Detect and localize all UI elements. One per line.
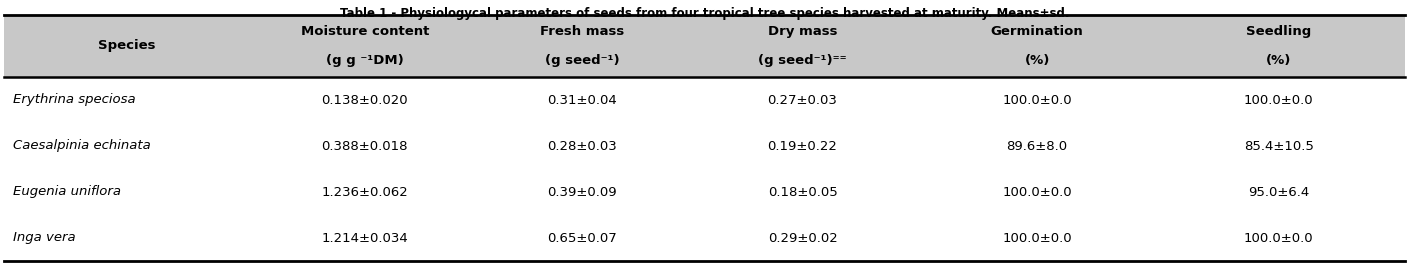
Text: 0.138±0.020: 0.138±0.020	[321, 93, 409, 107]
Text: 95.0±6.4: 95.0±6.4	[1248, 186, 1309, 198]
Text: 0.27±0.03: 0.27±0.03	[768, 93, 837, 107]
Text: (g seed⁻¹)⁼⁼: (g seed⁻¹)⁼⁼	[758, 54, 847, 67]
Text: 100.0±0.0: 100.0±0.0	[1002, 231, 1072, 245]
Text: Germination: Germination	[991, 25, 1084, 38]
Text: Moisture content: Moisture content	[300, 25, 430, 38]
Text: 0.19±0.22: 0.19±0.22	[768, 139, 837, 152]
Text: (g seed⁻¹): (g seed⁻¹)	[545, 54, 620, 67]
Text: Seedling: Seedling	[1246, 25, 1312, 38]
Text: Eugenia uniflora: Eugenia uniflora	[13, 186, 121, 198]
Text: Table 1 - Physiologycal parameters of seeds from four tropical tree species harv: Table 1 - Physiologycal parameters of se…	[340, 7, 1069, 20]
Text: 0.65±0.07: 0.65±0.07	[547, 231, 617, 245]
Text: 89.6±8.0: 89.6±8.0	[1006, 139, 1068, 152]
Text: 1.236±0.062: 1.236±0.062	[321, 186, 409, 198]
Text: (g g ⁻¹DM): (g g ⁻¹DM)	[325, 54, 404, 67]
Bar	[4, 15, 1405, 77]
Text: 0.388±0.018: 0.388±0.018	[321, 139, 409, 152]
Text: 1.214±0.034: 1.214±0.034	[321, 231, 409, 245]
Text: Dry mass: Dry mass	[768, 25, 837, 38]
Text: (%): (%)	[1267, 54, 1292, 67]
Text: Caesalpinia echinata: Caesalpinia echinata	[13, 139, 151, 152]
Text: 100.0±0.0: 100.0±0.0	[1002, 186, 1072, 198]
Text: 100.0±0.0: 100.0±0.0	[1244, 93, 1313, 107]
Text: Inga vera: Inga vera	[13, 231, 75, 245]
Text: 0.31±0.04: 0.31±0.04	[547, 93, 617, 107]
Text: 0.39±0.09: 0.39±0.09	[547, 186, 617, 198]
Text: 100.0±0.0: 100.0±0.0	[1002, 93, 1072, 107]
Text: Fresh mass: Fresh mass	[540, 25, 624, 38]
Text: Species: Species	[99, 40, 155, 53]
Text: 100.0±0.0: 100.0±0.0	[1244, 231, 1313, 245]
Text: 0.18±0.05: 0.18±0.05	[768, 186, 837, 198]
Text: Erythrina speciosa: Erythrina speciosa	[13, 93, 135, 107]
Text: 0.29±0.02: 0.29±0.02	[768, 231, 837, 245]
Text: 85.4±10.5: 85.4±10.5	[1244, 139, 1313, 152]
Text: 0.28±0.03: 0.28±0.03	[547, 139, 617, 152]
Text: (%): (%)	[1024, 54, 1050, 67]
